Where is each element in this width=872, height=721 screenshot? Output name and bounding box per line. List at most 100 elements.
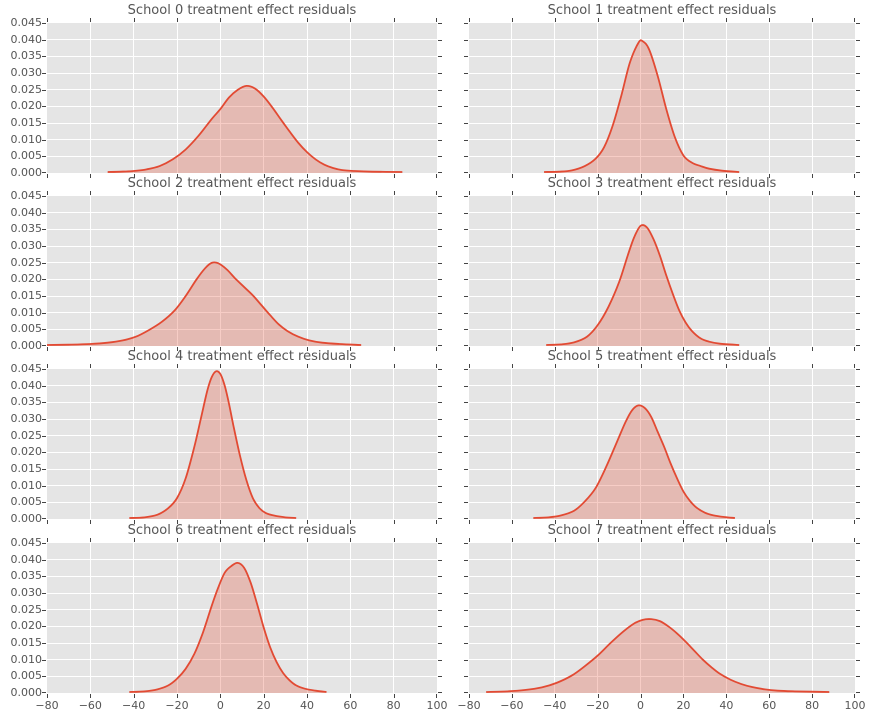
gridline-vertical <box>511 23 513 173</box>
x-tick-label: −20 <box>165 699 189 712</box>
tick-mark <box>856 559 860 561</box>
x-tick-label: 40 <box>719 699 734 712</box>
tick-mark <box>469 191 470 195</box>
tick-mark <box>42 139 46 141</box>
tick-mark <box>683 538 685 542</box>
tick-mark <box>464 229 468 231</box>
tick-mark <box>812 364 814 368</box>
tick-mark <box>42 89 46 91</box>
tick-mark <box>683 520 685 524</box>
tick-mark <box>47 347 48 351</box>
gridline-horizontal <box>469 468 855 470</box>
kde-fill <box>129 562 327 693</box>
gridline-horizontal <box>47 212 437 214</box>
tick-mark <box>511 347 513 351</box>
gridline-vertical <box>263 23 265 173</box>
gridline-horizontal <box>47 592 437 594</box>
kde-curve <box>546 224 740 346</box>
tick-mark <box>597 347 599 351</box>
tick-mark <box>854 694 855 698</box>
tick-mark <box>683 174 685 178</box>
tick-mark <box>42 643 46 644</box>
tick-mark <box>812 520 814 524</box>
tick-mark <box>438 419 442 420</box>
tick-mark <box>90 364 92 368</box>
gridline-horizontal <box>47 575 437 577</box>
y-tick-label: 0.000 <box>10 512 43 525</box>
tick-mark <box>812 18 814 22</box>
tick-mark <box>856 312 860 314</box>
gridline-horizontal <box>469 451 855 453</box>
x-tick-label: 100 <box>426 699 448 712</box>
x-tick-label: −80 <box>35 699 59 712</box>
tick-mark <box>42 23 46 24</box>
tick-mark <box>42 212 46 214</box>
tick-mark <box>220 191 222 195</box>
kde-curve <box>129 370 297 519</box>
tick-mark <box>42 172 46 173</box>
gridline-vertical <box>682 196 684 346</box>
tick-mark <box>133 191 135 195</box>
kde-fill <box>546 225 740 346</box>
tick-mark <box>436 520 437 524</box>
tick-mark <box>42 402 46 404</box>
tick-mark <box>220 174 222 178</box>
tick-mark <box>42 56 46 58</box>
tick-mark <box>42 345 46 346</box>
tick-mark <box>511 538 513 542</box>
gridline-vertical <box>554 196 556 346</box>
tick-mark <box>856 73 860 74</box>
tick-mark <box>438 123 442 124</box>
y-tick-label: 0.040 <box>10 205 43 219</box>
tick-mark <box>263 18 265 22</box>
gridline-horizontal <box>47 385 437 387</box>
tick-mark <box>856 385 860 387</box>
tick-mark <box>90 174 92 178</box>
tick-mark <box>856 196 860 197</box>
gridline-horizontal <box>469 435 855 437</box>
tick-mark <box>469 694 470 698</box>
gridline-vertical <box>133 23 135 173</box>
gridline-horizontal <box>47 72 437 74</box>
tick-mark <box>438 296 442 297</box>
tick-mark <box>438 543 442 544</box>
y-tick-label: 0.015 <box>10 636 43 649</box>
tick-mark <box>42 419 46 420</box>
tick-mark <box>393 191 395 195</box>
tick-mark <box>220 520 222 524</box>
tick-mark <box>726 174 728 178</box>
tick-mark <box>856 485 860 487</box>
tick-mark <box>856 89 860 91</box>
tick-mark <box>856 56 860 58</box>
tick-mark <box>854 538 855 542</box>
tick-mark <box>464 692 468 693</box>
gridline-horizontal <box>47 675 437 677</box>
subplot-title: School 7 treatment effect residuals <box>547 523 777 538</box>
subplot-title: School 1 treatment effect residuals <box>547 3 777 18</box>
tick-mark <box>511 174 513 178</box>
gridline-vertical <box>133 196 135 346</box>
gridline-horizontal <box>47 122 437 124</box>
gridline-vertical <box>219 543 221 693</box>
tick-mark <box>350 191 352 195</box>
tick-mark <box>464 172 468 173</box>
gridline-horizontal <box>469 501 855 503</box>
gridline-horizontal <box>469 72 855 74</box>
tick-mark <box>464 576 468 578</box>
tick-mark <box>438 312 442 314</box>
tick-mark <box>90 18 92 22</box>
tick-mark <box>393 520 395 524</box>
tick-mark <box>464 435 468 437</box>
x-tick-label: 60 <box>343 699 358 712</box>
tick-mark <box>438 485 442 487</box>
tick-mark <box>436 347 437 351</box>
kde-curve <box>107 84 403 173</box>
gridline-vertical <box>219 23 221 173</box>
subplot-school-2: School 2 treatment effect residuals 0.04… <box>11 176 442 352</box>
plot-area <box>47 23 437 173</box>
tick-mark <box>90 191 92 195</box>
tick-mark <box>812 347 814 351</box>
tick-mark <box>438 452 442 454</box>
gridline-horizontal <box>469 418 855 420</box>
tick-mark <box>42 385 46 387</box>
